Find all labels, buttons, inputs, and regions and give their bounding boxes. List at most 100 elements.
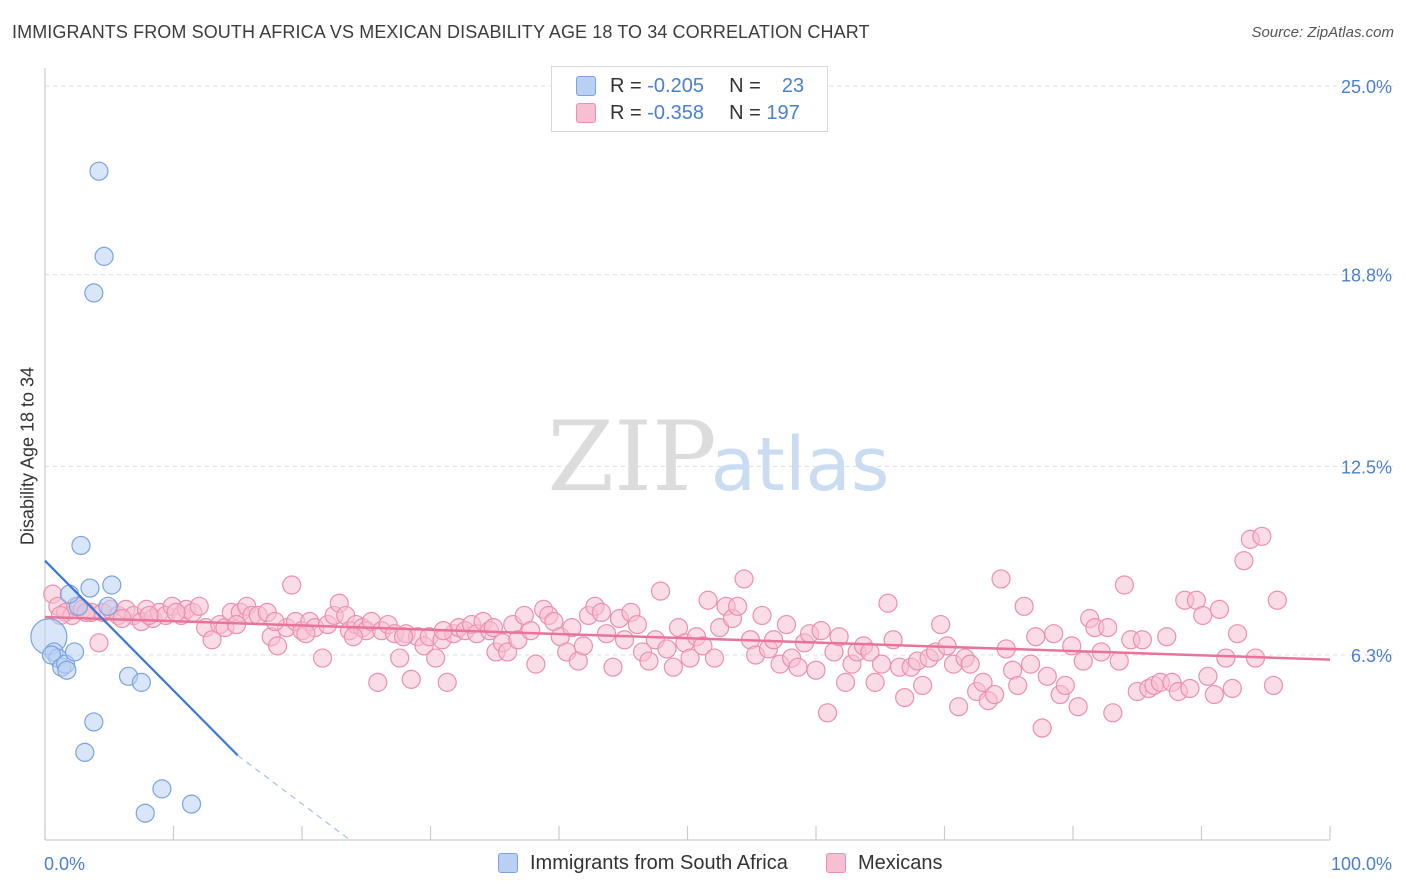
legend-n-value: 23 — [781, 75, 805, 97]
mexicans-point — [368, 672, 388, 692]
correlation-legend: R = -0.205 N = 23 R = -0.358 N = 197 — [551, 66, 828, 132]
y-tick-label: 25.0% — [1341, 77, 1392, 97]
mexicans-point — [931, 614, 951, 635]
source-label: Source: ZipAtlas.com — [1251, 24, 1394, 41]
south-africa-trend-extension — [237, 754, 351, 841]
mexicans-point — [1073, 651, 1093, 671]
south-africa-point — [84, 712, 104, 732]
mexicans-point — [835, 672, 856, 692]
mexicans-point — [1222, 678, 1242, 699]
legend-r-label: R = — [610, 102, 642, 124]
legend-swatch-pink — [576, 103, 596, 123]
mexicans-point — [860, 642, 880, 662]
legend-n-label: N = — [729, 102, 761, 124]
south-africa-point — [57, 660, 77, 680]
mexicans-point — [949, 697, 969, 717]
mexicans-point — [663, 657, 683, 677]
x-tick-label: 100.0% — [1331, 854, 1392, 874]
mexicans-point — [871, 654, 892, 674]
legend-n-label: N = — [729, 75, 761, 97]
mexicans-point — [1234, 551, 1254, 571]
legend-label-mexicans: Mexicans — [858, 852, 943, 874]
mexicans-point — [498, 642, 518, 662]
mexicans-point — [693, 636, 713, 656]
legend-r-value: -0.358 — [647, 102, 704, 124]
mexicans-point — [627, 614, 647, 635]
mexicans-point — [1114, 575, 1135, 595]
south-africa-point — [41, 645, 62, 665]
legend-label-south-africa: Immigrants from South Africa — [530, 852, 788, 874]
mexicans-point — [680, 648, 700, 668]
mexicans-point — [1204, 684, 1224, 705]
south-africa-point — [89, 161, 109, 181]
mexicans-point — [1020, 654, 1041, 674]
mexicans-point — [1008, 675, 1028, 696]
mexicans-point — [521, 621, 541, 641]
mexicans-point — [296, 624, 316, 644]
mexicans-point — [1132, 630, 1152, 650]
south-africa-point — [80, 578, 100, 598]
mexicans-point — [614, 630, 635, 650]
mexicans-point — [811, 621, 831, 641]
mexicans-point — [1026, 627, 1046, 647]
legend-r-label: R = — [610, 75, 642, 97]
mexicans-point — [698, 590, 718, 610]
mexicans-points — [43, 526, 1287, 738]
mexicans-point — [1267, 590, 1287, 610]
mexicans-point — [728, 596, 748, 616]
mexicans-point — [829, 627, 849, 647]
mexicans-point — [393, 627, 414, 647]
y-tick-label: 12.5% — [1341, 457, 1392, 477]
legend-swatch-blue — [498, 853, 518, 873]
mexicans-point — [1055, 675, 1075, 696]
watermark-atlas: atlas — [711, 422, 890, 508]
mexicans-point — [1180, 678, 1200, 699]
mexicans-point — [573, 636, 594, 656]
mexicans-point — [202, 630, 222, 650]
mexicans-point — [1037, 666, 1057, 686]
legend-swatch-pink — [826, 853, 846, 873]
south-africa-point — [71, 535, 91, 556]
mexicans-point — [426, 648, 446, 668]
south-africa-point — [131, 672, 151, 692]
legend-swatch-blue — [576, 76, 596, 96]
mexicans-point — [1098, 618, 1118, 638]
mexicans-point — [1193, 605, 1213, 626]
mexicans-point — [1044, 624, 1064, 644]
x-tick-label: 0.0% — [44, 854, 85, 874]
mexicans-point — [312, 648, 333, 668]
legend-r-value: -0.205 — [647, 75, 704, 97]
trend-lines — [44, 559, 1331, 841]
mexicans-point — [895, 687, 915, 708]
mexicans-point — [265, 611, 285, 632]
mexicans-point — [401, 669, 421, 689]
south-africa-point — [98, 596, 118, 616]
mexicans-point — [639, 651, 659, 671]
south-africa-point — [152, 779, 172, 799]
mexicans-point — [913, 675, 933, 696]
mexicans-point — [1198, 666, 1218, 686]
south-africa-point — [135, 803, 155, 823]
south-africa-point — [181, 794, 202, 814]
south-africa-point — [64, 642, 85, 662]
mexicans-point — [985, 684, 1005, 705]
mexicans-point — [1014, 596, 1034, 616]
mexicans-point — [806, 660, 826, 680]
y-axis-label: Disability Age 18 to 34 — [17, 366, 38, 546]
south-africa-points — [30, 161, 202, 823]
mexicans-point — [657, 639, 677, 659]
y-tick-label: 18.8% — [1341, 266, 1392, 286]
south-africa-point — [59, 584, 80, 604]
mexicans-point — [878, 593, 898, 613]
mexicans-point — [189, 596, 209, 616]
mexicans-point — [1209, 599, 1230, 619]
watermark-zip: ZIP — [547, 401, 716, 513]
south-africa-point — [75, 742, 95, 762]
mexicans-point — [1227, 624, 1248, 644]
mexicans-point — [1032, 718, 1052, 738]
legend-n-value: 197 — [766, 102, 800, 124]
south-africa-point — [102, 575, 122, 595]
mexicans-point — [1216, 648, 1236, 668]
mexicans-point — [788, 657, 808, 677]
